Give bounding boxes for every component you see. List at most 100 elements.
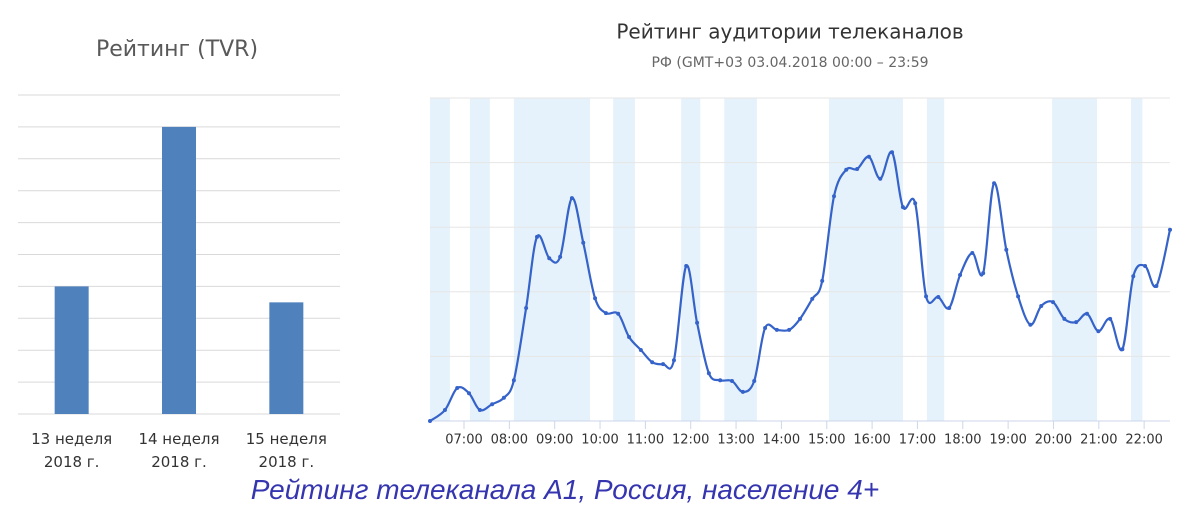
x-tick-label: 13:00 xyxy=(717,433,754,448)
x-tick-label: 11:00 xyxy=(627,433,664,448)
point xyxy=(958,273,963,278)
point xyxy=(1096,329,1101,334)
point xyxy=(740,389,745,394)
point xyxy=(970,251,975,256)
point xyxy=(787,327,792,332)
point xyxy=(442,408,447,413)
point xyxy=(603,311,608,316)
point xyxy=(844,167,849,172)
x-tick-label: 22:00 xyxy=(1125,433,1162,448)
bar xyxy=(54,286,89,414)
x-tick-label: 16:00 xyxy=(853,433,890,448)
point xyxy=(661,362,666,367)
x-tick-label: 19:00 xyxy=(989,433,1026,448)
highlight-band xyxy=(1131,98,1143,421)
point xyxy=(763,325,768,330)
point xyxy=(1004,247,1009,252)
point xyxy=(1074,320,1079,325)
point xyxy=(718,378,723,383)
point xyxy=(477,408,482,413)
point xyxy=(650,360,655,365)
x-tick-label: 14 неделя 2018 г. xyxy=(138,430,220,471)
x-tick-label: 20:00 xyxy=(1035,433,1072,448)
point xyxy=(490,402,495,407)
point xyxy=(947,305,952,310)
point xyxy=(1051,300,1056,305)
point xyxy=(820,278,825,283)
caption: Рейтинг телеканала А1, Россия, население… xyxy=(250,474,880,505)
highlight-band xyxy=(613,98,635,421)
point xyxy=(913,201,918,206)
x-tick-label: 21:00 xyxy=(1080,433,1117,448)
point xyxy=(729,378,734,383)
point xyxy=(992,181,997,186)
point xyxy=(616,311,621,316)
point xyxy=(1085,311,1090,316)
point xyxy=(1154,283,1159,288)
x-tick-label: 15 неделя 2018 г. xyxy=(245,430,327,471)
x-tick-label: 18:00 xyxy=(944,433,981,448)
bar xyxy=(269,302,304,414)
point xyxy=(855,167,860,172)
point xyxy=(466,391,471,396)
point xyxy=(511,378,516,383)
x-tick-label: 15:00 xyxy=(808,433,845,448)
point xyxy=(627,335,632,340)
point xyxy=(832,194,837,199)
x-tick-label: 08:00 xyxy=(491,433,528,448)
point xyxy=(535,234,540,239)
highlight-band xyxy=(681,98,701,421)
point xyxy=(524,305,529,310)
highlight-band xyxy=(926,98,945,421)
point xyxy=(1131,274,1136,279)
highlight-band xyxy=(1052,98,1097,421)
line-chart-title: Рейтинг аудитории телеканалов xyxy=(616,20,963,44)
point xyxy=(558,254,563,259)
point xyxy=(1143,263,1148,268)
point xyxy=(569,196,574,201)
point xyxy=(924,294,929,299)
line-chart-subtitle: РФ (GMT+03 03.04.2018 00:00 – 23:59 xyxy=(651,55,928,71)
point xyxy=(593,296,598,301)
point xyxy=(581,240,586,245)
point xyxy=(774,327,779,332)
x-tick-label: 07:00 xyxy=(445,433,482,448)
highlight-band xyxy=(469,98,490,421)
point xyxy=(706,371,711,376)
point xyxy=(1120,347,1125,352)
point xyxy=(900,205,905,210)
highlight-band xyxy=(724,98,757,421)
point xyxy=(1108,316,1113,321)
x-tick-label: 17:00 xyxy=(899,433,936,448)
point xyxy=(1168,227,1172,232)
point xyxy=(638,347,643,352)
point xyxy=(936,294,941,299)
point xyxy=(866,154,871,159)
bar-chart-title: Рейтинг (TVR) xyxy=(96,37,258,62)
x-tick-label: 09:00 xyxy=(536,433,573,448)
point xyxy=(1016,294,1021,299)
point xyxy=(1028,322,1033,327)
point xyxy=(547,256,552,261)
point xyxy=(798,316,802,321)
point xyxy=(1039,304,1044,309)
point xyxy=(428,419,432,423)
x-tick-label: 12:00 xyxy=(672,433,709,448)
bar xyxy=(162,126,196,415)
point xyxy=(752,378,757,383)
x-tick-label: 13 неделя 2018 г. xyxy=(31,430,113,471)
point xyxy=(501,395,506,400)
point xyxy=(695,320,700,325)
x-tick-label: 10:00 xyxy=(581,433,618,448)
point xyxy=(890,150,895,155)
point xyxy=(1062,316,1067,321)
point xyxy=(671,358,676,363)
point xyxy=(810,296,815,301)
point xyxy=(684,263,689,268)
highlight-band xyxy=(829,98,903,421)
highlight-band xyxy=(430,98,450,421)
point xyxy=(878,176,883,181)
x-tick-label: 14:00 xyxy=(763,433,800,448)
